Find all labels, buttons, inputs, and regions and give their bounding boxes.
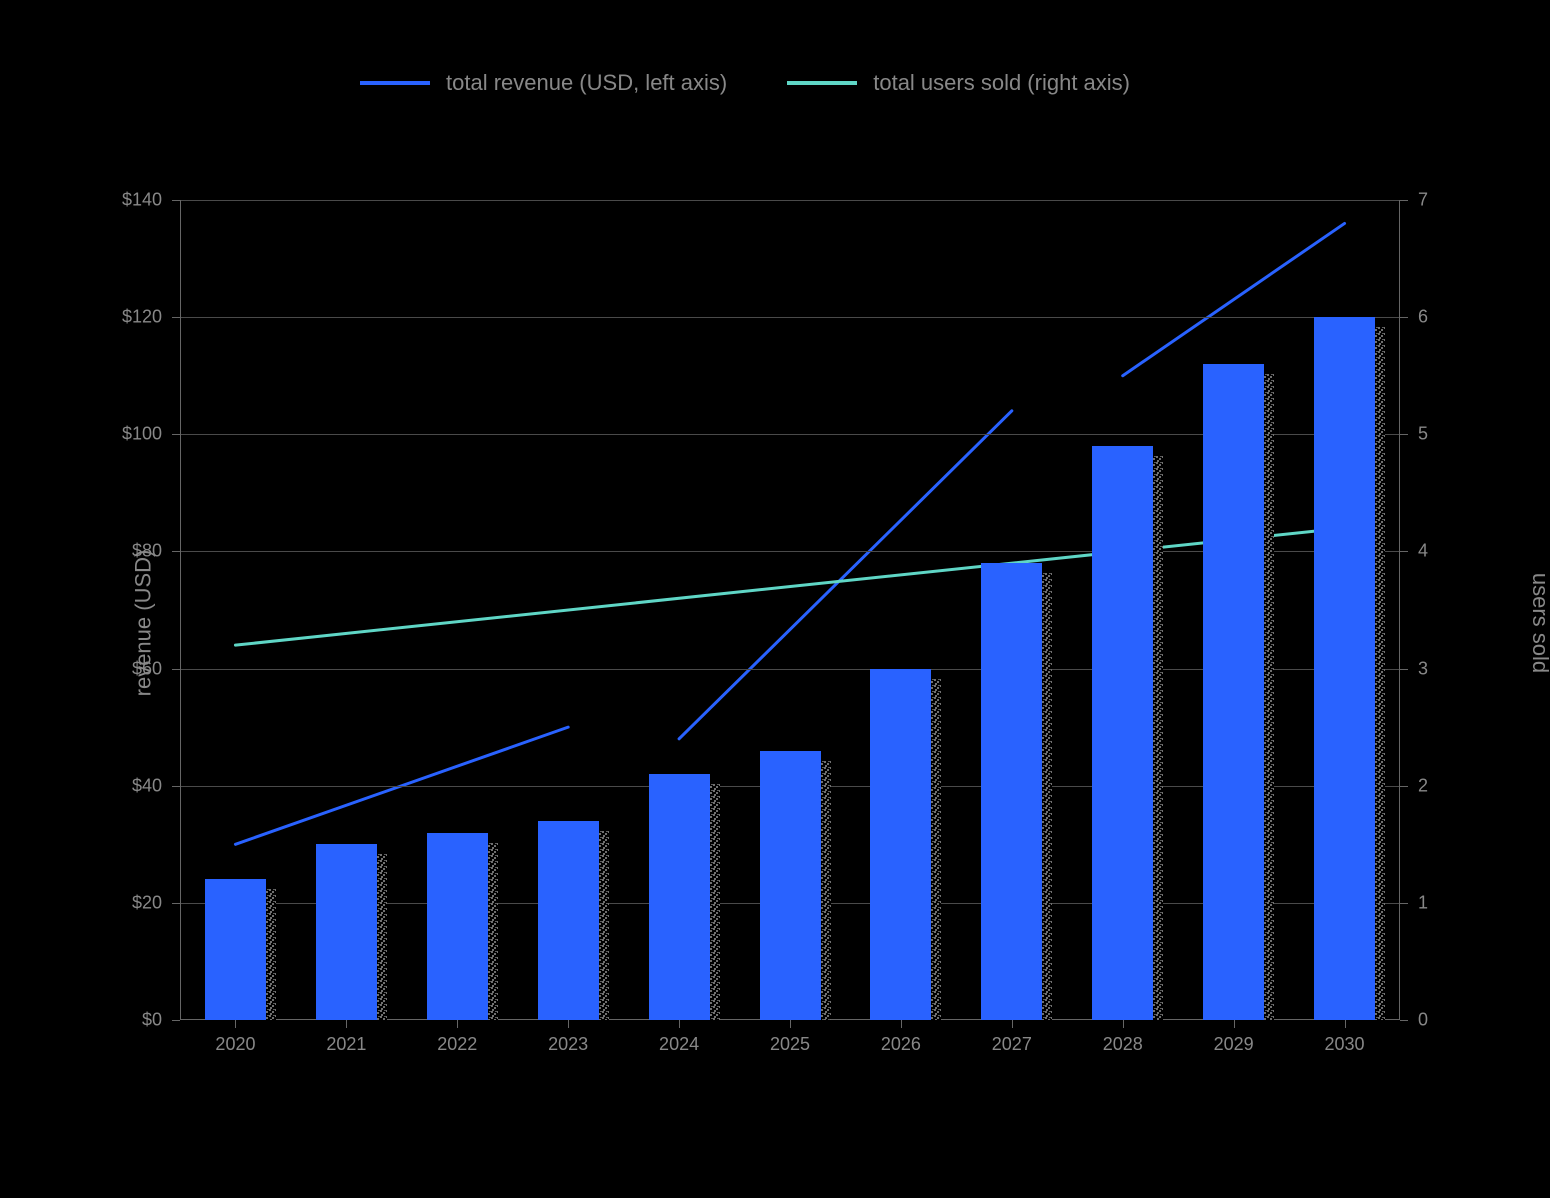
y-left-tick <box>172 903 180 904</box>
x-tick-label: 2026 <box>881 1034 921 1055</box>
y-right-tick-label: 5 <box>1418 424 1428 445</box>
x-tick-label: 2025 <box>770 1034 810 1055</box>
bar <box>427 833 488 1020</box>
bar <box>1314 317 1375 1020</box>
trend-line <box>235 528 1344 645</box>
legend-swatch <box>787 81 857 85</box>
y-right-tick <box>1400 669 1408 670</box>
x-tick <box>1234 1020 1235 1028</box>
plot-area <box>180 200 1400 1020</box>
x-tick <box>1012 1020 1013 1028</box>
y-left-tick <box>172 434 180 435</box>
x-tick-label: 2028 <box>1103 1034 1143 1055</box>
x-tick-label: 2027 <box>992 1034 1032 1055</box>
y-right-tick <box>1400 903 1408 904</box>
grid-line <box>180 317 1400 318</box>
legend-label: total users sold (right axis) <box>873 70 1130 96</box>
x-tick-label: 2029 <box>1214 1034 1254 1055</box>
x-tick-label: 2024 <box>659 1034 699 1055</box>
y-left-tick <box>172 200 180 201</box>
y-left-tick <box>172 1020 180 1021</box>
bar <box>538 821 599 1020</box>
x-tick <box>1345 1020 1346 1028</box>
x-tick <box>901 1020 902 1028</box>
y-left-tick <box>172 317 180 318</box>
x-tick <box>346 1020 347 1028</box>
x-tick <box>457 1020 458 1028</box>
y-axis-right-title: users sold <box>1527 573 1550 673</box>
x-tick <box>1123 1020 1124 1028</box>
x-tick-label: 2023 <box>548 1034 588 1055</box>
y-right-tick-label: 2 <box>1418 775 1428 796</box>
x-tick <box>679 1020 680 1028</box>
legend-swatch <box>360 81 430 85</box>
bar <box>205 879 266 1020</box>
legend-label: total revenue (USD, left axis) <box>446 70 727 96</box>
x-tick-label: 2030 <box>1325 1034 1365 1055</box>
y-left-tick <box>172 669 180 670</box>
y-right-tick <box>1400 1020 1408 1021</box>
bar <box>760 751 821 1020</box>
y-left-tick <box>172 786 180 787</box>
y-right-tick <box>1400 200 1408 201</box>
axis-line <box>180 200 181 1020</box>
bar <box>870 669 931 1020</box>
legend-item: total revenue (USD, left axis) <box>360 70 727 96</box>
y-right-tick <box>1400 551 1408 552</box>
x-tick-label: 2020 <box>215 1034 255 1055</box>
bar <box>649 774 710 1020</box>
y-right-tick-label: 1 <box>1418 892 1428 913</box>
x-tick <box>568 1020 569 1028</box>
chart-legend: total revenue (USD, left axis) total user… <box>360 70 1130 96</box>
x-tick-label: 2021 <box>326 1034 366 1055</box>
y-right-tick-label: 6 <box>1418 307 1428 328</box>
axis-line <box>1399 200 1400 1020</box>
bar <box>981 563 1042 1020</box>
bar <box>1203 364 1264 1020</box>
x-tick <box>790 1020 791 1028</box>
y-right-tick-label: 4 <box>1418 541 1428 562</box>
y-right-tick <box>1400 434 1408 435</box>
y-right-tick <box>1400 317 1408 318</box>
y-right-tick-label: 0 <box>1418 1010 1428 1031</box>
legend-item: total users sold (right axis) <box>787 70 1130 96</box>
trend-line <box>679 411 1012 739</box>
x-tick-label: 2022 <box>437 1034 477 1055</box>
y-right-tick <box>1400 786 1408 787</box>
chart-canvas: total revenue (USD, left axis) total user… <box>0 0 1550 1198</box>
y-right-tick-label: 3 <box>1418 658 1428 679</box>
bar <box>316 844 377 1020</box>
y-right-tick-label: 7 <box>1418 190 1428 211</box>
x-tick <box>235 1020 236 1028</box>
bar <box>1092 446 1153 1020</box>
grid-line <box>180 200 1400 201</box>
trend-line <box>1123 223 1345 375</box>
y-left-tick <box>172 551 180 552</box>
